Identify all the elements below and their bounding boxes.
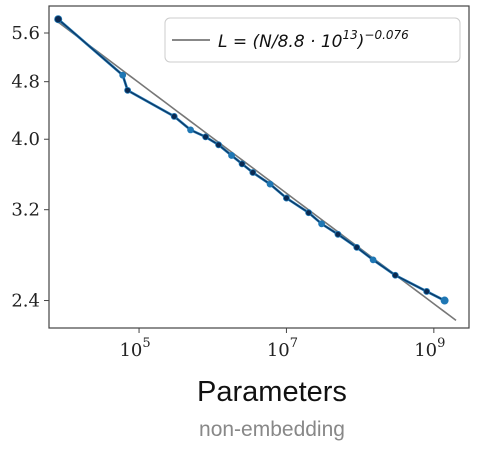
data-line-dark — [57, 18, 445, 302]
data-point — [353, 243, 361, 251]
x-axis-subtitle: non-embedding — [199, 418, 345, 441]
data-point — [369, 256, 377, 264]
plot-frame — [48, 5, 470, 329]
data-point — [238, 160, 246, 168]
data-point — [124, 86, 132, 94]
legend-box — [164, 17, 461, 63]
x-axis-title: Parameters — [197, 376, 347, 408]
y-tick-label: 5.6 — [11, 23, 40, 44]
legend-label-tail-exp: −0.076 — [364, 28, 409, 42]
legend-label-exp: 13 — [342, 28, 357, 42]
x-tick-label: 107 — [267, 336, 298, 361]
y-tick-label: 3.2 — [11, 200, 40, 221]
data-point — [318, 220, 326, 228]
x-axis: 105 107 109 — [119, 328, 445, 361]
data-point — [119, 71, 127, 79]
data-point — [334, 230, 342, 238]
data-point — [423, 288, 431, 295]
legend-label-main: L = (N/8.8 · 10 — [218, 32, 342, 52]
y-axis: 2.4 3.2 4.0 4.8 5.6 — [11, 23, 49, 312]
x-tick-exponent: 7 — [290, 336, 298, 351]
y-tick-label: 2.4 — [11, 291, 40, 312]
x-tick-base: 10 — [267, 340, 290, 361]
data-point — [215, 141, 222, 149]
legend-label-tail: ) — [356, 32, 365, 52]
x-tick-exponent: 9 — [437, 336, 445, 351]
x-tick-base: 10 — [119, 340, 142, 361]
data-point — [283, 194, 290, 202]
legend: L = (N/8.8 · 1013)−0.076 — [164, 17, 461, 63]
data-series-layer — [54, 15, 449, 305]
x-tick-label: 109 — [414, 336, 445, 361]
data-point — [170, 113, 178, 120]
x-tick-base: 10 — [414, 340, 437, 361]
legend-label: L = (N/8.8 · 1013)−0.076 — [218, 28, 409, 52]
data-point — [54, 15, 63, 24]
y-tick-label: 4.0 — [11, 129, 40, 150]
x-tick-exponent: 5 — [142, 336, 150, 351]
data-point — [391, 271, 399, 279]
data-point — [228, 152, 235, 159]
data-point — [249, 169, 257, 176]
x-tick-label: 105 — [119, 336, 150, 361]
y-tick-label: 4.8 — [11, 72, 40, 93]
data-point — [202, 133, 210, 141]
data-point — [305, 209, 313, 217]
data-point — [266, 180, 274, 188]
data-point — [440, 296, 449, 305]
data-point — [187, 126, 194, 134]
